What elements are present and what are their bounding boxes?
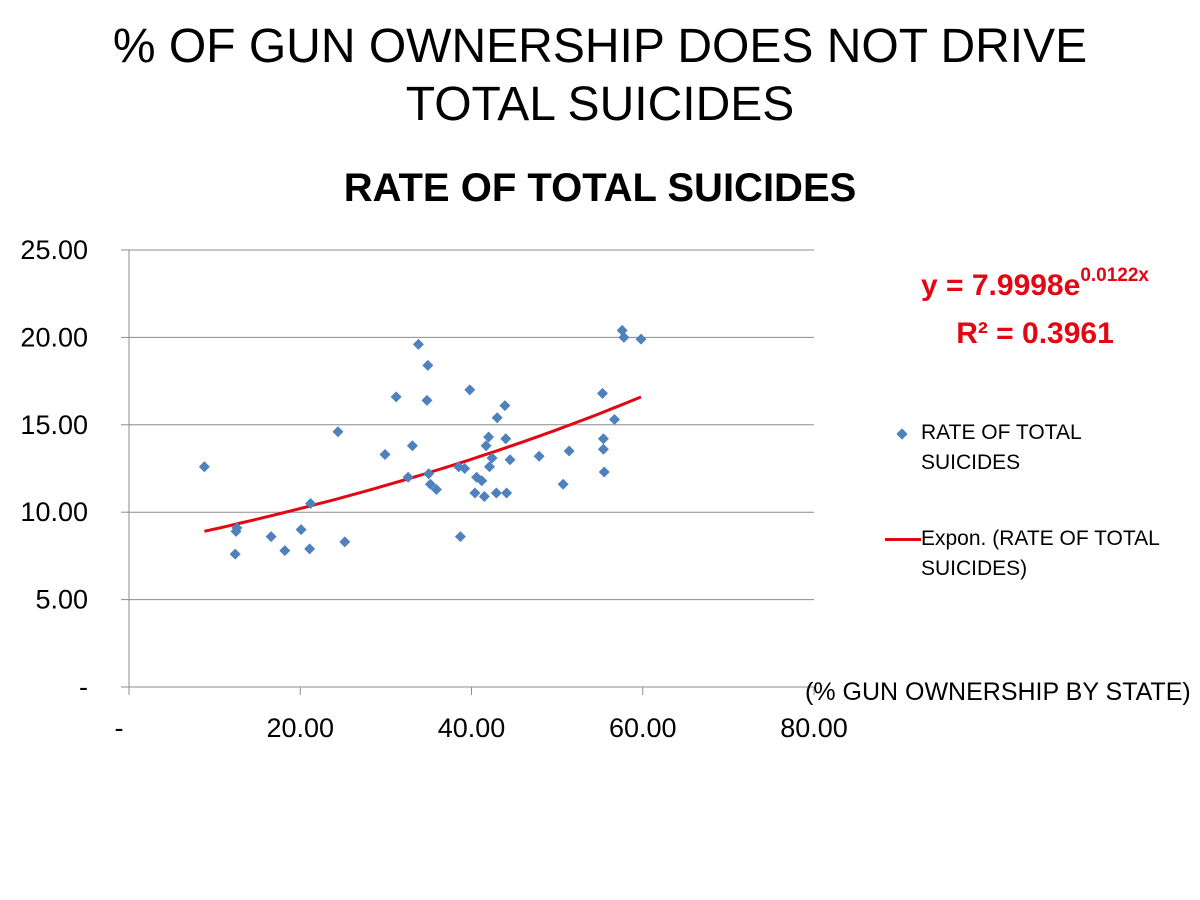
legend-item-trendline: Expon. (RATE OF TOTAL SUICIDES) (885, 524, 1185, 584)
data-point (618, 331, 630, 343)
data-point (279, 545, 291, 557)
data-point (597, 433, 609, 445)
data-point (430, 483, 442, 495)
data-point (469, 487, 481, 499)
x-tick-label: 20.00 (266, 713, 334, 743)
data-point (305, 497, 317, 509)
data-point (424, 478, 436, 490)
data-point (406, 440, 418, 452)
data-point (295, 524, 307, 536)
equation-line: y = 7.9998e0.0122x (880, 262, 1190, 310)
data-point (504, 454, 516, 466)
data-point (598, 466, 610, 478)
data-point (231, 522, 243, 534)
data-point (454, 531, 466, 543)
r-squared: R² = 0.3961 (956, 317, 1114, 350)
data-point (421, 394, 433, 406)
data-point (500, 433, 512, 445)
data-point (423, 468, 435, 480)
diamond-marker-icon (896, 428, 908, 440)
data-points (198, 324, 647, 560)
x-tick-label: - (115, 713, 124, 743)
x-tick-label: 40.00 (438, 713, 506, 743)
data-point (412, 338, 424, 350)
data-point (265, 531, 277, 543)
legend-series-label: RATE OF TOTAL SUICIDES (921, 421, 1081, 474)
trendline-layer (204, 395, 642, 533)
equation-prefix: y = 7.9998e (920, 269, 1081, 302)
data-point (563, 445, 575, 457)
data-point (597, 387, 609, 399)
data-point (229, 548, 241, 560)
slide-title-line-2: TOTAL SUICIDES (405, 78, 795, 131)
trendline-marker-icon (885, 538, 921, 541)
tick-labels: - 5.00 10.00 15.00 20.00 25.00 - 20.00 40.00 60.0… (20, 235, 847, 743)
trendline (204, 395, 642, 533)
legend: RATE OF TOTAL SUICIDES Expon. (RATE OF T… (885, 418, 1185, 584)
data-point (478, 490, 490, 502)
data-point (491, 412, 503, 424)
slide-title-line-1: % OF GUN OWNERSHIP DOES NOT DRIVE (112, 20, 1088, 73)
data-point (422, 359, 434, 371)
y-tick-label: 20.00 (20, 322, 88, 352)
data-point (379, 449, 391, 461)
x-tick-label: 80.00 (780, 713, 848, 743)
data-point (339, 536, 351, 548)
slide-title: % OF GUN OWNERSHIP DOES NOT DRIVE TOTAL … (0, 18, 1200, 134)
trendline-equation: y = 7.9998e0.0122x R² = 0.3961 (880, 262, 1190, 358)
data-point (198, 461, 210, 473)
data-point (486, 452, 498, 464)
y-tick-label: 25.00 (20, 235, 88, 265)
gridlines (129, 249, 814, 601)
data-point (597, 443, 609, 455)
data-point (490, 487, 502, 499)
data-point (499, 400, 511, 412)
data-point (635, 333, 647, 345)
y-tick-label: - (79, 672, 88, 702)
data-point (557, 478, 569, 490)
data-point (459, 463, 471, 474)
data-point (501, 487, 513, 499)
data-point (304, 543, 316, 555)
data-point (464, 384, 476, 396)
y-tick-label: 10.00 (20, 497, 88, 527)
legend-item-series: RATE OF TOTAL SUICIDES (885, 418, 1185, 478)
y-tick-label: 15.00 (20, 410, 88, 440)
legend-trend-label: Expon. (RATE OF TOTAL SUICIDES) (921, 527, 1160, 580)
x-tick-label: 60.00 (609, 713, 677, 743)
x-axis-label: (% GUN OWNERSHIP BY STATE) (805, 678, 1191, 706)
data-point (390, 391, 402, 403)
y-tick-label: 5.00 (35, 585, 88, 615)
data-point (608, 414, 620, 426)
data-point (476, 475, 488, 487)
data-point (332, 426, 344, 438)
chart-title: RATE OF TOTAL SUICIDES (343, 166, 857, 210)
equation-exponent: 0.0122x (1080, 265, 1149, 286)
data-point (483, 461, 495, 473)
data-point (480, 440, 492, 452)
axes (121, 249, 815, 695)
data-point (483, 431, 495, 443)
data-point (533, 450, 545, 462)
data-point (402, 471, 414, 483)
